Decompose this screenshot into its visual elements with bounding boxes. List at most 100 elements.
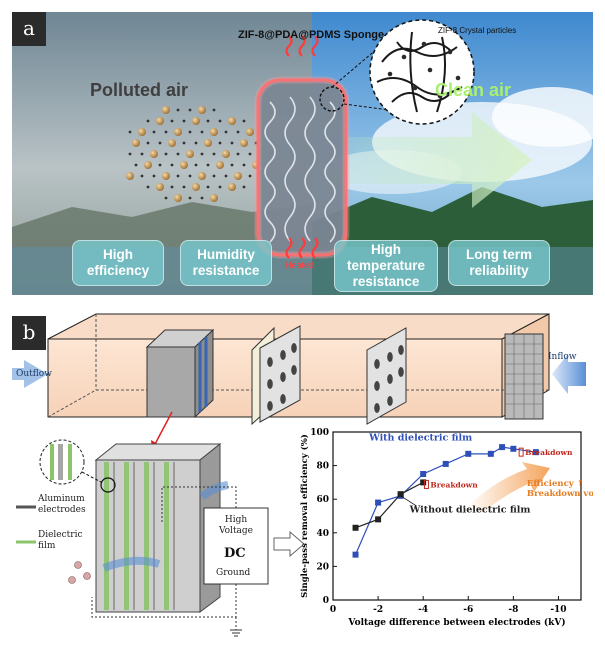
pollutant-particle (188, 174, 192, 178)
panel-a: a Polluted air Clean air ZIF-8@PDA@PDMS … (12, 12, 593, 295)
pollutant-particle (170, 163, 174, 167)
pollutant-particle (200, 152, 204, 156)
clean-air-label: Clean air (435, 80, 512, 100)
pollutant-particle (158, 141, 162, 145)
clean-air-arrow (347, 112, 532, 208)
outflow-arrow-icon (12, 360, 48, 388)
pollutant-particle (222, 150, 230, 158)
annotation-0: Breakdown (525, 448, 573, 457)
x-tick-label: -4 (418, 605, 428, 615)
x-tick-label: -6 (463, 605, 473, 615)
data-point (442, 460, 449, 467)
data-point (420, 479, 427, 486)
pollutant-particle (162, 172, 170, 180)
pollutant-particle (146, 141, 150, 145)
pollutant-particle (206, 185, 210, 189)
annotation-3: Breakdown voltage (527, 489, 593, 499)
x-tick-label: -10 (550, 605, 566, 615)
series-line-0 (354, 446, 536, 555)
feature-high-efficiency: High efficiency (72, 240, 164, 286)
series-label-leader (400, 495, 417, 507)
panel-a-letter: a (12, 12, 46, 46)
feature-humidity-resistance: Humidity resistance (180, 240, 272, 286)
pollutant-particle (146, 119, 150, 123)
pollutant-particles (126, 106, 260, 202)
pollutant-particle (138, 128, 146, 136)
pollutant-particle (194, 141, 198, 145)
feature-high-temperature-resistance: High temperature resistance (334, 240, 438, 292)
pollutant-particle (242, 163, 246, 167)
data-point (420, 471, 427, 477)
pollutant-particle (150, 150, 158, 158)
pollutant-particle (128, 152, 132, 156)
pollutant-particle (180, 161, 188, 169)
data-point (375, 516, 382, 523)
pollutant-particle (152, 130, 156, 134)
data-point (375, 499, 382, 506)
y-tick-label: 40 (316, 529, 329, 539)
heated-label: Heated (285, 260, 315, 270)
pollutant-particle (164, 196, 168, 200)
pollutant-particle (212, 174, 216, 178)
pollutant-particle (146, 185, 150, 189)
pollutant-particle (206, 163, 210, 167)
pollutant-particle (182, 119, 186, 123)
pollutant-particle (242, 185, 246, 189)
data-point (352, 524, 359, 531)
pollutant-particle (140, 152, 144, 156)
data-point (510, 445, 517, 452)
x-tick-label: 0 (330, 605, 336, 615)
pollutant-particle (210, 128, 218, 136)
series-label-without-film: Without dielectric film (409, 505, 531, 516)
panel-b: b Outflow Inflow Aluminum electrodes Die… (12, 312, 593, 642)
polluted-air-label: Polluted air (90, 80, 189, 100)
pollutant-particle (200, 196, 204, 200)
pollutant-particle (216, 161, 224, 169)
pollutant-particle (176, 174, 180, 178)
pollutant-particle (204, 139, 212, 147)
pollutant-particle (246, 128, 254, 136)
pollutant-particle (176, 108, 180, 112)
pollutant-particle (228, 117, 236, 125)
pollutant-particle (182, 185, 186, 189)
series-label-with-film: With dielectric film (368, 432, 472, 443)
pollutant-particle (188, 196, 192, 200)
pollutant-particle (164, 152, 168, 156)
pollutant-particle (132, 139, 140, 147)
pollutant-particle (194, 163, 198, 167)
pollutant-particle (192, 183, 200, 191)
pollutant-particle (140, 174, 144, 178)
y-tick-label: 20 (316, 562, 329, 572)
pollutant-particle (198, 106, 206, 114)
pollutant-particle (152, 174, 156, 178)
data-point (465, 450, 472, 457)
pollutant-particle (128, 130, 132, 134)
breakdown-marker (423, 479, 429, 489)
pollutant-particle (240, 139, 248, 147)
pollutant-particle (168, 139, 176, 147)
pollutant-particle (200, 130, 204, 134)
pollutant-particle (188, 108, 192, 112)
pollutant-particle (162, 106, 170, 114)
x-axis-label: Voltage difference between electrodes (k… (347, 617, 565, 628)
pollutant-particle (236, 152, 240, 156)
efficiency-arrow-icon (467, 462, 550, 513)
data-point (532, 449, 539, 456)
series-line-1 (355, 481, 424, 529)
y-tick-label: 80 (316, 462, 329, 472)
x-tick-label: -2 (373, 605, 383, 615)
annotation-2: Efficiency ↑ (527, 479, 584, 489)
data-point (397, 491, 404, 498)
plot-frame (332, 431, 582, 601)
pollutant-particle (144, 161, 152, 169)
pollutant-particle (218, 119, 222, 123)
pollutant-particle (230, 163, 234, 167)
x-tick-label: -8 (508, 605, 518, 615)
y-tick-label: 100 (310, 428, 329, 438)
pollutant-particle (164, 130, 168, 134)
inflow-arrow-icon (552, 354, 586, 394)
pollutant-particle (242, 119, 246, 123)
pollutant-particle (156, 117, 164, 125)
pollutant-particle (230, 141, 234, 145)
pollutant-particle (134, 163, 138, 167)
